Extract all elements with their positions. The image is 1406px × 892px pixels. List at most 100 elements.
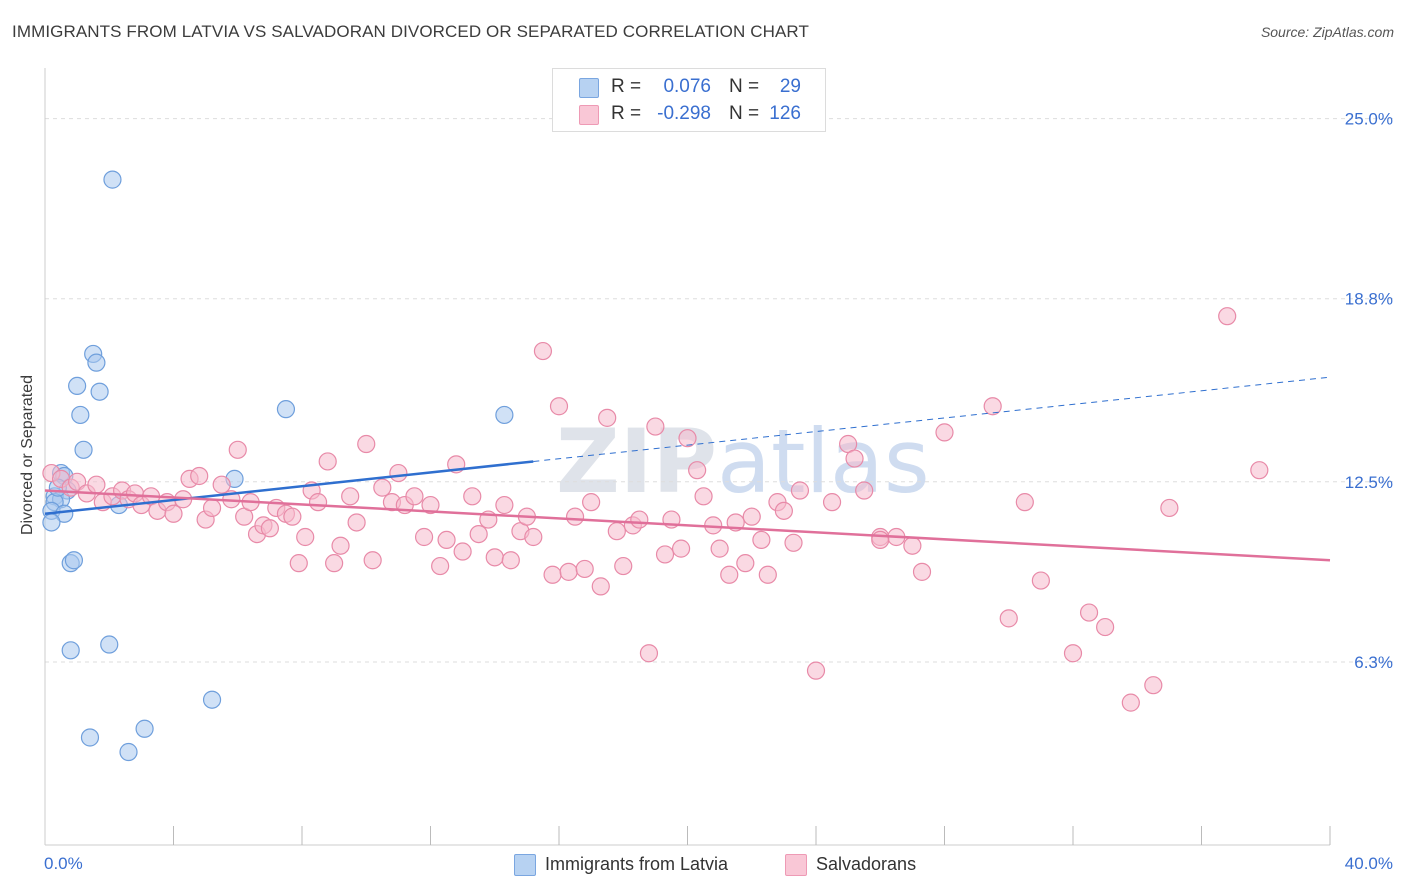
salvadoran-point bbox=[559, 562, 578, 581]
latvia-trendline-extension bbox=[533, 376, 1331, 462]
salvadoran-point bbox=[710, 539, 729, 558]
salvadoran-point bbox=[1031, 571, 1050, 590]
salvadoran-point bbox=[260, 519, 279, 538]
salvadoran-point bbox=[671, 539, 691, 558]
salvadoran-point bbox=[935, 423, 954, 442]
latvia-trendline bbox=[44, 460, 534, 515]
salvadoran-point bbox=[469, 524, 488, 544]
salvadoran-point bbox=[87, 475, 106, 494]
bottom-legend-label-latvia: Immigrants from Latvia bbox=[545, 854, 729, 874]
salvadoran-point bbox=[903, 536, 922, 555]
salvadoran-point bbox=[630, 510, 649, 529]
salvadoran-point bbox=[289, 554, 308, 573]
salvadoran-point bbox=[1144, 676, 1163, 695]
legend-swatch-latvia bbox=[579, 78, 599, 98]
salvadoran-point bbox=[68, 472, 87, 491]
salvadoran-point bbox=[228, 440, 247, 459]
x-tick-label: 40.0% bbox=[1345, 854, 1393, 873]
latvia-point bbox=[74, 440, 93, 459]
salvadoran-point bbox=[533, 341, 553, 361]
latvia-point bbox=[71, 405, 90, 425]
latvia-point bbox=[135, 719, 154, 738]
salvadoran-point bbox=[1063, 644, 1083, 663]
latvia-point bbox=[87, 353, 106, 372]
salvadoran-point bbox=[774, 501, 793, 520]
salvadoran-point bbox=[639, 644, 659, 663]
latvia-point bbox=[90, 382, 109, 401]
salvadoran-point bbox=[347, 513, 366, 532]
salvadoran-point bbox=[1218, 307, 1237, 326]
salvadoran-point bbox=[678, 429, 697, 448]
x-tick-label: 0.0% bbox=[44, 854, 83, 873]
watermark: ZIPatlas bbox=[556, 410, 930, 513]
y-axis-label: Divorced or Separated bbox=[19, 374, 36, 536]
salvadoran-point bbox=[414, 527, 434, 547]
salvadoran-point bbox=[501, 551, 520, 570]
salvadoran-point bbox=[164, 504, 183, 523]
salvadoran-point bbox=[318, 452, 337, 471]
salvadoran-point bbox=[331, 536, 350, 555]
salvadoran-point bbox=[308, 493, 328, 512]
salvadoran-point bbox=[855, 481, 874, 500]
legend-r-label: R = bbox=[611, 76, 642, 97]
salvadoran-point bbox=[363, 551, 382, 570]
salvadoran-point bbox=[357, 434, 376, 454]
salvadoran-point bbox=[1250, 461, 1269, 480]
salvadoran-point bbox=[752, 530, 771, 550]
salvadoran-point bbox=[575, 559, 594, 579]
salvadoran-point bbox=[1079, 603, 1099, 622]
chart-title: IMMIGRANTS FROM LATVIA VS SALVADORAN DIV… bbox=[12, 22, 809, 41]
salvadoran-point bbox=[405, 487, 424, 506]
legend-row-latvia: R = 0.076 N = 29 bbox=[553, 74, 825, 100]
salvadoran-point bbox=[646, 417, 665, 436]
salvadoran-point bbox=[822, 493, 842, 512]
salvadoran-point bbox=[912, 562, 932, 581]
salvadoran-point bbox=[431, 556, 450, 576]
salvadoran-point bbox=[296, 527, 315, 547]
latvia-point bbox=[80, 728, 100, 747]
salvadoran-point bbox=[212, 475, 231, 494]
legend-r-value: -0.298 bbox=[657, 103, 711, 124]
y-tick-label: 25.0% bbox=[1345, 110, 1393, 129]
source-label: Source: ZipAtlas.com bbox=[1260, 24, 1394, 40]
salvadoran-point bbox=[421, 495, 440, 515]
y-tick-label: 12.5% bbox=[1345, 473, 1393, 492]
salvadoran-point bbox=[202, 498, 222, 518]
salvadoran-point bbox=[582, 493, 601, 512]
salvadoran-point bbox=[758, 565, 777, 584]
latvia-point bbox=[103, 170, 122, 189]
salvadoran-point bbox=[453, 542, 472, 561]
salvadoran-point bbox=[736, 554, 755, 573]
salvadoran-point bbox=[591, 577, 610, 596]
legend-swatch-salvadorans bbox=[579, 105, 599, 125]
salvadoran-point bbox=[607, 522, 626, 541]
salvadoran-point bbox=[341, 487, 360, 506]
legend-row-salvadorans: R = -0.298 N = 126 bbox=[553, 101, 825, 127]
latvia-point bbox=[495, 405, 514, 425]
salvadoran-point bbox=[1096, 617, 1115, 637]
salvadoran-point bbox=[655, 545, 675, 564]
latvia-point bbox=[202, 690, 222, 709]
y-tick-label: 6.3% bbox=[1354, 653, 1393, 672]
salvadoran-point bbox=[871, 530, 890, 550]
salvadoran-point bbox=[437, 530, 456, 550]
latvia-point bbox=[68, 376, 87, 396]
legend-n-label: N = bbox=[729, 76, 760, 97]
latvia-point bbox=[100, 635, 119, 654]
legend-n-value: 126 bbox=[769, 103, 801, 124]
correlation-legend: R = 0.076 N = 29 R = -0.298 N = 126 bbox=[552, 68, 826, 132]
salvadoran-trendline bbox=[44, 489, 1331, 562]
latvia-point bbox=[276, 400, 296, 419]
latvia-point bbox=[64, 551, 84, 570]
y-tick-label: 18.8% bbox=[1345, 290, 1393, 309]
legend-n-value: 29 bbox=[779, 76, 801, 97]
salvadoran-point bbox=[543, 565, 562, 584]
salvadoran-point bbox=[845, 449, 864, 468]
latvia-point bbox=[119, 742, 138, 762]
salvadoran-point bbox=[549, 397, 569, 416]
salvadoran-point bbox=[598, 408, 617, 427]
salvadoran-point bbox=[688, 461, 707, 480]
latvia-point bbox=[42, 513, 61, 532]
salvadoran-point bbox=[983, 397, 1002, 416]
